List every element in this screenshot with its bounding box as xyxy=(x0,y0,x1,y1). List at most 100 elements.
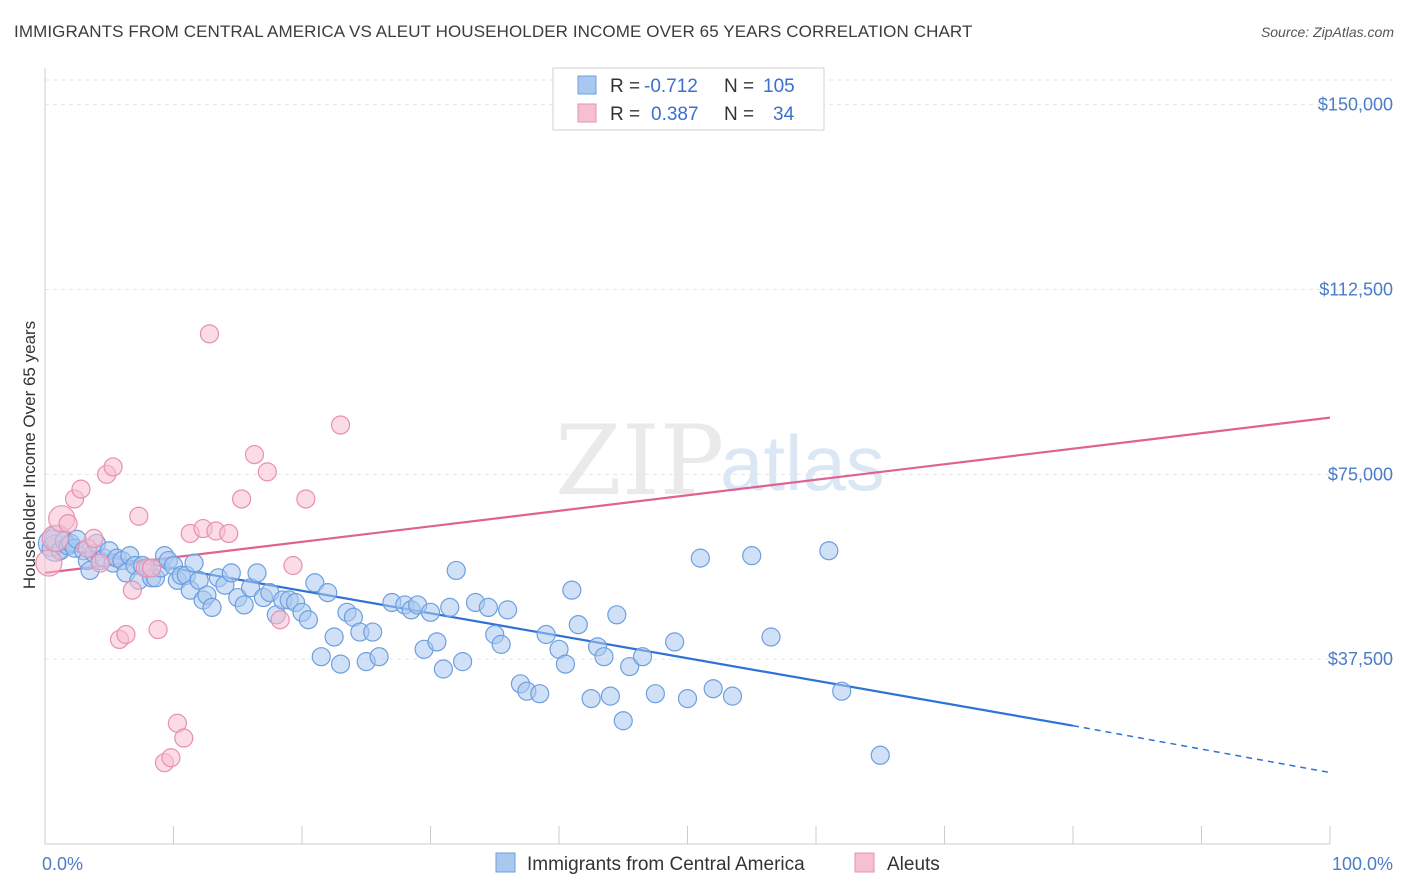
series-aleuts-points xyxy=(35,324,351,773)
data-point xyxy=(330,654,351,674)
data-point xyxy=(219,523,239,544)
data-point xyxy=(58,514,78,534)
data-point xyxy=(90,553,110,573)
data-point xyxy=(742,546,762,566)
data-point xyxy=(84,528,104,549)
data-point xyxy=(690,548,710,568)
watermark-atlas: atlas xyxy=(720,419,885,507)
data-point xyxy=(184,553,204,573)
data-point xyxy=(581,688,601,709)
data-point xyxy=(305,573,325,593)
data-point xyxy=(498,600,518,620)
data-point xyxy=(221,563,241,583)
data-point xyxy=(174,728,194,748)
data-point xyxy=(562,580,582,600)
trend-line-immigrants-extrapolated xyxy=(1072,724,1331,774)
data-point xyxy=(530,684,550,704)
data-point xyxy=(446,560,466,581)
data-point xyxy=(298,610,319,630)
data-point xyxy=(363,622,383,642)
data-point xyxy=(232,489,252,509)
data-point xyxy=(244,445,265,465)
data-point xyxy=(491,634,511,654)
data-point xyxy=(536,624,556,645)
y-tick-label: $75,000 xyxy=(1328,464,1393,484)
data-point xyxy=(318,583,338,603)
data-point xyxy=(202,597,222,618)
legend-bottom: Immigrants from Central America Aleuts xyxy=(495,852,940,875)
data-point xyxy=(440,597,460,618)
data-point xyxy=(311,647,331,667)
y-tick-label: $37,500 xyxy=(1328,649,1393,669)
data-point xyxy=(189,570,209,590)
y-axis-label: Householder Income Over 65 years xyxy=(20,321,39,589)
data-point xyxy=(645,684,665,704)
data-point xyxy=(257,462,277,482)
data-point xyxy=(161,748,181,768)
data-point xyxy=(324,627,344,647)
legend-top-box xyxy=(552,67,825,131)
axes xyxy=(44,68,1331,845)
data-point xyxy=(594,647,614,667)
data-point xyxy=(677,688,698,709)
data-point xyxy=(142,558,162,578)
legend-swatch-pink xyxy=(577,103,597,123)
data-point xyxy=(870,745,890,765)
data-point xyxy=(122,580,142,600)
data-point xyxy=(453,652,473,672)
data-point xyxy=(600,686,621,706)
data-point xyxy=(270,610,290,630)
data-point xyxy=(199,324,220,344)
data-point xyxy=(607,605,627,625)
series-immigrants-points xyxy=(37,524,890,765)
data-point xyxy=(420,602,441,622)
data-point xyxy=(71,479,91,499)
legend-bottom-label-aleuts: Aleuts xyxy=(887,854,940,875)
data-point xyxy=(703,679,723,699)
data-point xyxy=(478,597,498,618)
data-point xyxy=(819,541,839,561)
data-point xyxy=(247,563,267,583)
y-tick-label: $150,000 xyxy=(1318,95,1393,115)
x-tick-label-max: 100.0% xyxy=(1332,854,1393,874)
legend-n-value-2: 34 xyxy=(773,104,795,125)
data-point xyxy=(613,711,633,731)
legend-bottom-swatch-blue xyxy=(495,852,516,873)
legend-swatch-blue xyxy=(577,75,597,95)
legend-bottom-label-immigrants: Immigrants from Central America xyxy=(527,854,805,875)
data-point xyxy=(632,647,653,667)
data-point xyxy=(330,415,351,435)
y-tick-label: $112,500 xyxy=(1319,279,1393,299)
data-point xyxy=(722,686,743,706)
data-point xyxy=(148,619,168,640)
trend-line-aleuts xyxy=(44,416,1331,574)
legend-r-label-1: R = xyxy=(610,76,640,97)
legend-n-label-2: N = xyxy=(724,104,754,125)
legend-top: R = -0.712 N = 105 R = 0.387 N = 34 xyxy=(552,67,825,131)
legend-bottom-swatch-pink xyxy=(854,852,875,873)
data-point xyxy=(369,647,389,667)
data-point xyxy=(234,595,254,615)
legend-r-value-1: -0.712 xyxy=(644,76,698,97)
data-point xyxy=(832,681,852,701)
data-point xyxy=(296,489,316,509)
legend-n-label-1: N = xyxy=(724,76,754,97)
data-point xyxy=(761,627,781,647)
data-point xyxy=(568,615,588,635)
legend-r-label-2: R = xyxy=(610,104,640,125)
data-point xyxy=(35,549,63,577)
data-point xyxy=(620,656,640,677)
data-point xyxy=(427,632,447,652)
legend-r-value-2: 0.387 xyxy=(651,104,699,125)
chart-title: IMMIGRANTS FROM CENTRAL AMERICA VS ALEUT… xyxy=(14,22,973,41)
data-point xyxy=(665,632,685,652)
data-point xyxy=(103,457,123,477)
y-tick-labels: $37,500 $75,000 $112,500 $150,000 xyxy=(1318,95,1393,670)
data-point xyxy=(555,654,576,674)
x-tick-label-min: 0.0% xyxy=(42,854,83,874)
legend-n-value-1: 105 xyxy=(763,76,795,97)
source-credit: Source: ZipAtlas.com xyxy=(1260,24,1394,40)
data-point xyxy=(433,659,453,679)
data-point xyxy=(116,624,136,645)
